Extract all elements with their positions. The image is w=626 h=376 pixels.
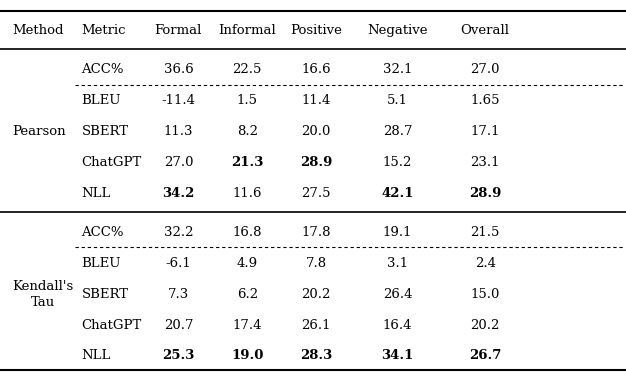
Text: 27.0: 27.0 <box>163 156 193 169</box>
Text: -11.4: -11.4 <box>162 94 195 107</box>
Text: Informal: Informal <box>218 24 276 36</box>
Text: Kendall's
Tau: Kendall's Tau <box>13 280 74 309</box>
Text: 16.6: 16.6 <box>301 64 331 76</box>
Text: 27.5: 27.5 <box>301 187 331 200</box>
Text: NLL: NLL <box>81 187 111 200</box>
Text: 23.1: 23.1 <box>470 156 500 169</box>
Text: ACC%: ACC% <box>81 226 124 239</box>
Text: 20.2: 20.2 <box>302 288 331 301</box>
Text: ChatGPT: ChatGPT <box>81 318 141 332</box>
Text: 17.8: 17.8 <box>301 226 331 239</box>
Text: 25.3: 25.3 <box>162 349 195 362</box>
Text: 19.1: 19.1 <box>382 226 413 239</box>
Text: 11.4: 11.4 <box>302 94 331 107</box>
Text: 26.1: 26.1 <box>301 318 331 332</box>
Text: 20.0: 20.0 <box>302 125 331 138</box>
Text: 1.5: 1.5 <box>237 94 258 107</box>
Text: 34.2: 34.2 <box>162 187 195 200</box>
Text: -6.1: -6.1 <box>165 257 192 270</box>
Text: 42.1: 42.1 <box>381 187 414 200</box>
Text: 11.6: 11.6 <box>232 187 262 200</box>
Text: Positive: Positive <box>290 24 342 36</box>
Text: 20.7: 20.7 <box>163 318 193 332</box>
Text: 3.1: 3.1 <box>387 257 408 270</box>
Text: ACC%: ACC% <box>81 64 124 76</box>
Text: 6.2: 6.2 <box>237 288 258 301</box>
Text: 4.9: 4.9 <box>237 257 258 270</box>
Text: 36.6: 36.6 <box>163 64 193 76</box>
Text: 16.4: 16.4 <box>382 318 413 332</box>
Text: Formal: Formal <box>155 24 202 36</box>
Text: ChatGPT: ChatGPT <box>81 156 141 169</box>
Text: 7.8: 7.8 <box>305 257 327 270</box>
Text: 28.9: 28.9 <box>469 187 501 200</box>
Text: 5.1: 5.1 <box>387 94 408 107</box>
Text: 2.4: 2.4 <box>475 257 496 270</box>
Text: 15.0: 15.0 <box>471 288 500 301</box>
Text: Pearson: Pearson <box>13 125 66 138</box>
Text: SBERT: SBERT <box>81 125 128 138</box>
Text: Method: Method <box>13 24 64 36</box>
Text: 28.7: 28.7 <box>382 125 413 138</box>
Text: 21.5: 21.5 <box>471 226 500 239</box>
Text: 26.4: 26.4 <box>382 288 413 301</box>
Text: 20.2: 20.2 <box>471 318 500 332</box>
Text: 11.3: 11.3 <box>163 125 193 138</box>
Text: 32.1: 32.1 <box>382 64 413 76</box>
Text: SBERT: SBERT <box>81 288 128 301</box>
Text: Negative: Negative <box>367 24 428 36</box>
Text: BLEU: BLEU <box>81 257 121 270</box>
Text: 26.7: 26.7 <box>469 349 501 362</box>
Text: 34.1: 34.1 <box>381 349 414 362</box>
Text: 17.4: 17.4 <box>232 318 262 332</box>
Text: NLL: NLL <box>81 349 111 362</box>
Text: 16.8: 16.8 <box>232 226 262 239</box>
Text: 7.3: 7.3 <box>168 288 189 301</box>
Text: 28.3: 28.3 <box>300 349 332 362</box>
Text: 1.65: 1.65 <box>470 94 500 107</box>
Text: 32.2: 32.2 <box>163 226 193 239</box>
Text: 15.2: 15.2 <box>383 156 412 169</box>
Text: 28.9: 28.9 <box>300 156 332 169</box>
Text: Metric: Metric <box>81 24 126 36</box>
Text: 27.0: 27.0 <box>470 64 500 76</box>
Text: 17.1: 17.1 <box>470 125 500 138</box>
Text: Overall: Overall <box>461 24 510 36</box>
Text: BLEU: BLEU <box>81 94 121 107</box>
Text: 19.0: 19.0 <box>231 349 264 362</box>
Text: 21.3: 21.3 <box>231 156 264 169</box>
Text: 22.5: 22.5 <box>233 64 262 76</box>
Text: 8.2: 8.2 <box>237 125 258 138</box>
